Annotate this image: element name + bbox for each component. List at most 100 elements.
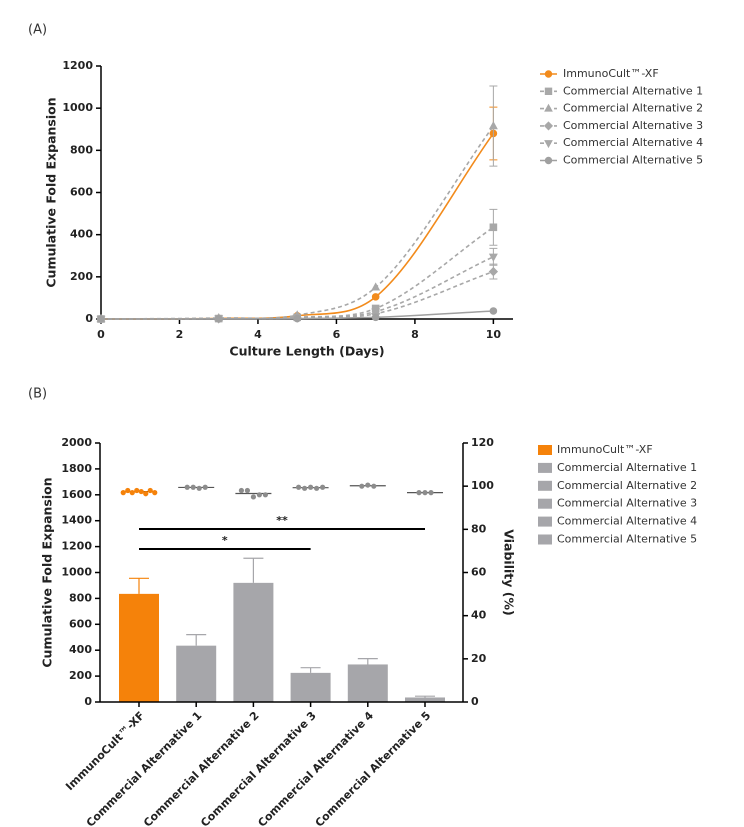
x-tick-label: 8 bbox=[411, 328, 419, 341]
marker bbox=[214, 314, 223, 323]
marker bbox=[489, 223, 498, 232]
viability-point bbox=[129, 490, 135, 496]
y-tick-label: 1200 bbox=[61, 540, 92, 553]
y-tick-label: 1000 bbox=[62, 101, 93, 114]
y-tick-label: 800 bbox=[70, 143, 93, 156]
marker bbox=[371, 282, 381, 291]
y-tick-label: 600 bbox=[69, 617, 92, 630]
viability-point bbox=[371, 483, 377, 489]
viability-point bbox=[152, 490, 158, 496]
significance-label: ** bbox=[276, 514, 288, 527]
viability-point bbox=[147, 487, 153, 494]
error-bar bbox=[243, 557, 264, 583]
viability-point bbox=[250, 494, 256, 500]
legend-label: ImmunoCult™-XF bbox=[563, 67, 659, 80]
y2-tick-label: 0 bbox=[471, 695, 479, 708]
viability-point bbox=[143, 491, 149, 497]
y2-axis-title: Viability (%) bbox=[502, 529, 517, 615]
y-tick-label: 200 bbox=[70, 270, 93, 283]
legend-label: Commercial Alternative 3 bbox=[563, 119, 703, 132]
x-tick-label: 10 bbox=[486, 328, 502, 341]
y2-tick-label: 20 bbox=[471, 652, 487, 665]
series-line bbox=[100, 256, 494, 320]
viability-point bbox=[238, 487, 244, 494]
legend-label: Commercial Alternative 3 bbox=[557, 497, 697, 510]
legend-swatch bbox=[538, 462, 552, 473]
x-tick-label: Commercial Alternative 4 bbox=[255, 709, 376, 827]
bar bbox=[233, 582, 274, 702]
marker bbox=[371, 308, 381, 317]
y-tick-label: 1200 bbox=[62, 59, 93, 72]
viability-point bbox=[302, 485, 308, 491]
marker bbox=[489, 307, 498, 315]
legend-swatch bbox=[538, 480, 552, 491]
x-tick-label: 6 bbox=[333, 328, 341, 341]
y-tick-label: 1800 bbox=[61, 462, 92, 475]
y-tick-label: 600 bbox=[70, 186, 93, 199]
error-bar bbox=[186, 634, 207, 646]
marker bbox=[488, 253, 498, 262]
y2-tick-label: 100 bbox=[471, 479, 494, 492]
viability-point bbox=[262, 492, 268, 498]
y2-tick-label: 120 bbox=[471, 436, 494, 449]
legend-label: Commercial Alternative 5 bbox=[557, 533, 697, 546]
marker bbox=[371, 313, 380, 322]
y-axis-title: Cumulative Fold Expansion bbox=[44, 97, 59, 287]
legend-label: Commercial Alternative 4 bbox=[557, 515, 697, 528]
viability-point bbox=[365, 482, 371, 488]
legend-swatch bbox=[538, 516, 552, 527]
legend-swatch bbox=[538, 534, 552, 545]
bar bbox=[405, 697, 445, 702]
viability-point bbox=[416, 490, 422, 496]
x-axis-title: Culture Length (Days) bbox=[229, 344, 384, 359]
viability-point bbox=[320, 484, 326, 490]
marker bbox=[543, 121, 554, 131]
bar bbox=[347, 664, 388, 702]
significance-label: * bbox=[222, 534, 228, 547]
y-tick-label: 0 bbox=[84, 695, 92, 708]
marker bbox=[544, 103, 553, 112]
marker bbox=[544, 70, 553, 78]
y-tick-label: 400 bbox=[70, 228, 93, 241]
y-tick-label: 1000 bbox=[61, 566, 92, 579]
viability-point bbox=[202, 484, 208, 490]
legend-swatch bbox=[538, 498, 552, 509]
viability-point bbox=[184, 484, 190, 490]
x-tick-label: 0 bbox=[97, 328, 105, 341]
x-tick-label: Commercial Alternative 1 bbox=[84, 709, 205, 827]
marker bbox=[544, 87, 553, 95]
viability-point bbox=[125, 487, 131, 494]
viability-point bbox=[134, 487, 140, 494]
y-tick-label: 800 bbox=[69, 591, 92, 604]
legend-label: Commercial Alternative 1 bbox=[557, 461, 697, 474]
viability-point bbox=[314, 485, 320, 491]
y-tick-label: 200 bbox=[69, 669, 92, 682]
y-axis-title: Cumulative Fold Expansion bbox=[40, 477, 55, 667]
y2-tick-label: 40 bbox=[471, 609, 487, 622]
marker bbox=[544, 156, 553, 165]
error-bar bbox=[415, 695, 435, 698]
x-tick-label: 4 bbox=[254, 328, 262, 341]
viability-point bbox=[359, 483, 365, 489]
viability-point bbox=[190, 484, 196, 490]
series-line bbox=[100, 226, 494, 320]
panel-label: (B) bbox=[28, 387, 47, 402]
bar bbox=[119, 593, 159, 702]
error-bar bbox=[129, 577, 149, 594]
viability-point bbox=[422, 490, 428, 496]
error-bar bbox=[357, 658, 378, 665]
viability-point bbox=[308, 484, 314, 490]
y-tick-label: 1400 bbox=[61, 514, 92, 527]
marker bbox=[293, 314, 301, 323]
viability-point bbox=[138, 488, 144, 495]
y2-tick-label: 60 bbox=[471, 566, 487, 579]
legend-label: ImmunoCult™-XF bbox=[557, 443, 653, 456]
bar bbox=[176, 645, 217, 702]
y-tick-label: 2000 bbox=[61, 436, 92, 449]
legend-label: Commercial Alternative 2 bbox=[563, 102, 703, 115]
viability-point bbox=[256, 492, 262, 498]
error-bar bbox=[300, 667, 321, 673]
x-tick-label: Commercial Alternative 2 bbox=[141, 709, 262, 827]
y-tick-label: 0 bbox=[85, 312, 93, 325]
